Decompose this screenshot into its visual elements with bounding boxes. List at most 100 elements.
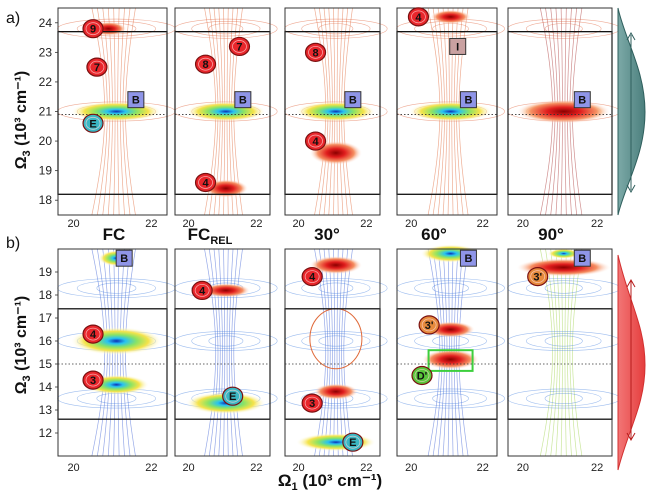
- marker-inner-ring: [85, 373, 101, 387]
- contour-ring: [525, 21, 602, 37]
- contour-ring: [544, 23, 583, 35]
- marker-inner-ring: [198, 57, 213, 71]
- contour-line: [338, 248, 344, 457]
- contour-line: [341, 248, 349, 457]
- y-axis-label-a: Ω3 (10³ cm⁻¹): [13, 71, 33, 170]
- contour-line: [560, 248, 563, 457]
- contour-ring: [208, 23, 244, 35]
- contour-ring: [414, 280, 487, 296]
- x-tick-label: 22: [477, 462, 489, 474]
- x-tick-label: 20: [67, 462, 79, 474]
- y-tick-label: 22: [39, 75, 53, 89]
- y-axis-main-b: Ω: [13, 381, 30, 394]
- panel-a-col-4: [396, 7, 505, 216]
- column-title-60: 60°: [421, 225, 447, 244]
- x-tick-label: 20: [67, 218, 79, 230]
- column-title-90: 90°: [538, 225, 564, 244]
- marker-inner-ring: [232, 40, 247, 53]
- panel-b-col-2: [174, 248, 278, 457]
- marker-inner-ring: [308, 134, 323, 148]
- contour-line: [550, 248, 558, 457]
- contour-ring: [96, 282, 137, 294]
- marker-label: B: [120, 253, 128, 265]
- marker-inner-ring: [304, 396, 320, 410]
- marker-label: 8: [312, 47, 318, 59]
- marker-label: B: [132, 95, 140, 107]
- contour-line: [204, 248, 217, 457]
- contour-ring: [301, 333, 371, 349]
- peak-4: [201, 283, 250, 298]
- y-tick-label: 19: [39, 265, 53, 279]
- x-tick-label: 22: [591, 218, 603, 230]
- x-tick-label: 20: [517, 462, 529, 474]
- marker-label: E: [349, 437, 356, 449]
- marker-box: [573, 249, 591, 267]
- marker-label: 4: [415, 12, 422, 24]
- contour-ring: [76, 21, 156, 37]
- marker-box: [459, 91, 477, 109]
- contour-line: [233, 248, 243, 457]
- x-tick-label: 22: [591, 462, 603, 474]
- contour-ring: [525, 333, 602, 349]
- side-spectrum-a: [617, 7, 646, 216]
- contour-line: [323, 248, 331, 457]
- x-tick-label: 20: [182, 218, 194, 230]
- marker-inner-ring: [304, 270, 320, 284]
- x-tick-label: 20: [292, 462, 304, 474]
- panel-frame: [174, 7, 271, 216]
- panel-frame: [284, 7, 381, 216]
- panel-frame: [396, 7, 498, 216]
- marker-label: 4: [312, 136, 319, 148]
- marker-inner-ring: [345, 435, 361, 449]
- marker-label: 3: [90, 375, 96, 387]
- contour-line: [228, 248, 234, 457]
- marker-label: B: [464, 95, 472, 107]
- marker-label: 7: [236, 41, 242, 53]
- marker-inner-ring: [414, 369, 430, 382]
- contour-line: [223, 248, 226, 457]
- marker-inner-ring: [85, 22, 101, 36]
- contour-ring: [525, 280, 602, 296]
- y-tick-label: 17: [39, 311, 53, 325]
- peak-main-red: [516, 99, 611, 124]
- x-tick-label: 22: [250, 462, 262, 474]
- panel-frame: [507, 7, 613, 216]
- highlight-box: [427, 349, 474, 372]
- marker-label: E: [229, 391, 236, 403]
- y-tick-label: 24: [39, 16, 53, 30]
- marker-label: B: [349, 95, 357, 107]
- y-tick-label: 20: [39, 134, 53, 148]
- x-tick-label: 20: [182, 462, 194, 474]
- contour-ring: [544, 282, 583, 294]
- y-tick-label: 16: [39, 334, 53, 348]
- panel-b-col-1: [57, 248, 176, 457]
- contour-ring: [76, 280, 156, 296]
- marker-inner-ring: [85, 327, 101, 341]
- contour-line: [555, 248, 561, 457]
- peak-4: [430, 9, 471, 24]
- marker-inner-ring: [530, 270, 546, 284]
- x-tick-label: 20: [405, 462, 417, 474]
- panel-frame: [284, 248, 381, 457]
- contour-ring: [525, 390, 602, 407]
- contour-ring: [432, 392, 469, 404]
- y-tick-label: 13: [39, 403, 53, 417]
- y-axis-sub-b: 3: [21, 375, 33, 381]
- contour-ring: [544, 335, 583, 347]
- marker-box: [127, 91, 145, 109]
- panel-frame: [396, 248, 498, 457]
- marker-inner-ring: [89, 60, 105, 74]
- x-tick-label: 20: [405, 218, 417, 230]
- panel-frame: [507, 248, 613, 457]
- marker-label: 4: [202, 177, 209, 189]
- contour-line: [545, 248, 556, 457]
- marker-box: [234, 91, 252, 109]
- contour-ring: [318, 335, 354, 347]
- marker-label: B: [578, 95, 586, 107]
- x-tick-label: 22: [477, 218, 489, 230]
- contour-line: [569, 248, 578, 457]
- y-tick-label: 19: [39, 164, 53, 178]
- peak-main: [295, 101, 376, 122]
- marker-box: [459, 249, 477, 267]
